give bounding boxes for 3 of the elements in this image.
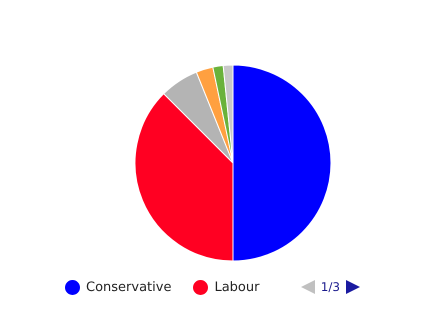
legend-label: Labour (214, 280, 260, 294)
text: 1/3 (320, 280, 340, 294)
legend-label: Conservative (86, 280, 172, 294)
